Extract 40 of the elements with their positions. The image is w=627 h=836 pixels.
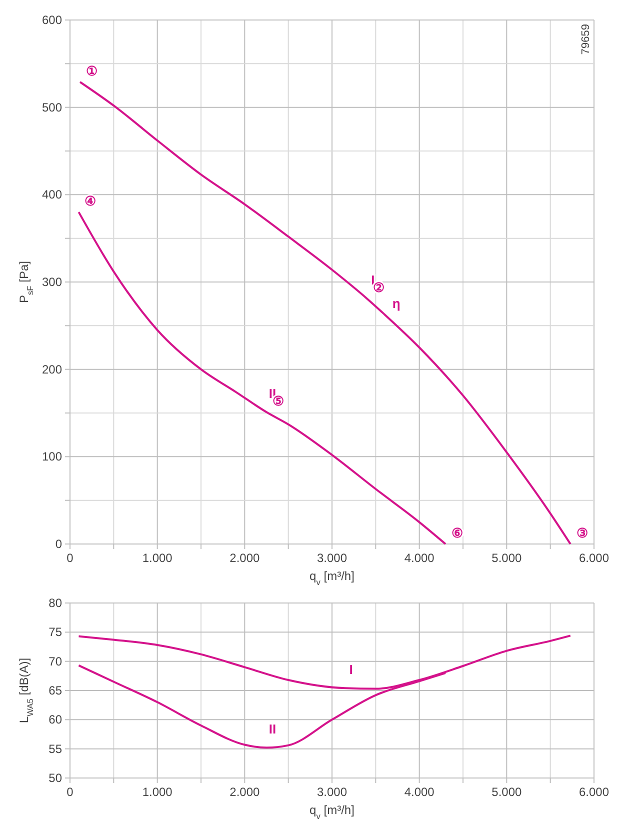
annotation: ② bbox=[372, 280, 385, 296]
series-label: I bbox=[349, 662, 353, 678]
x-axis-title: q$_{v}$ [m³/h] bbox=[310, 569, 354, 587]
annotation: η bbox=[392, 296, 400, 311]
annotation: ① bbox=[86, 63, 98, 78]
annotation: ④ bbox=[84, 194, 97, 209]
x-tick-label: 2.000 bbox=[230, 785, 260, 799]
y-tick-label: 50 bbox=[48, 771, 62, 785]
annotation: ③ bbox=[576, 525, 588, 540]
x-tick-label: 3.000 bbox=[316, 551, 348, 565]
y-tick-label: 500 bbox=[42, 100, 62, 114]
y-tick-label: 0 bbox=[55, 537, 62, 551]
x-tick-label: 4.000 bbox=[404, 551, 435, 565]
y-tick-label: 300 bbox=[42, 275, 62, 289]
y-tick-label: 75 bbox=[48, 625, 62, 640]
y-tick-label: 100 bbox=[42, 450, 62, 464]
y-tick-label: 80 bbox=[48, 596, 62, 610]
y-tick-label: 600 bbox=[42, 13, 62, 27]
x-tick-label: 6.000 bbox=[578, 785, 610, 799]
y-tick-label: 400 bbox=[42, 188, 62, 202]
x-axis-title: q$_{v}$ [m³/h] bbox=[310, 803, 354, 821]
series-label: II bbox=[268, 722, 276, 737]
y-tick-label: 55 bbox=[48, 742, 62, 756]
x-tick-label: 4.000 bbox=[404, 785, 435, 799]
x-tick-label: 2.000 bbox=[230, 551, 260, 565]
x-tick-label: 5.000 bbox=[492, 551, 522, 565]
x-tick-label: 0 bbox=[66, 785, 74, 799]
x-tick-label: 1.000 bbox=[142, 551, 173, 565]
x-tick-label: 6.000 bbox=[578, 551, 610, 565]
y-tick-label: 60 bbox=[48, 712, 62, 727]
y-tick-label: 200 bbox=[42, 362, 62, 376]
x-tick-label: 5.000 bbox=[492, 785, 522, 799]
annotation: ⑥ bbox=[452, 525, 464, 540]
x-tick-label: 0 bbox=[66, 551, 74, 565]
annotation: 79659 bbox=[580, 24, 592, 55]
y-tick-label: 70 bbox=[48, 654, 62, 668]
y-tick-label: 65 bbox=[48, 684, 62, 698]
x-tick-label: 1.000 bbox=[142, 785, 173, 799]
series-label: I bbox=[371, 272, 375, 288]
x-tick-label: 3.000 bbox=[316, 785, 348, 799]
